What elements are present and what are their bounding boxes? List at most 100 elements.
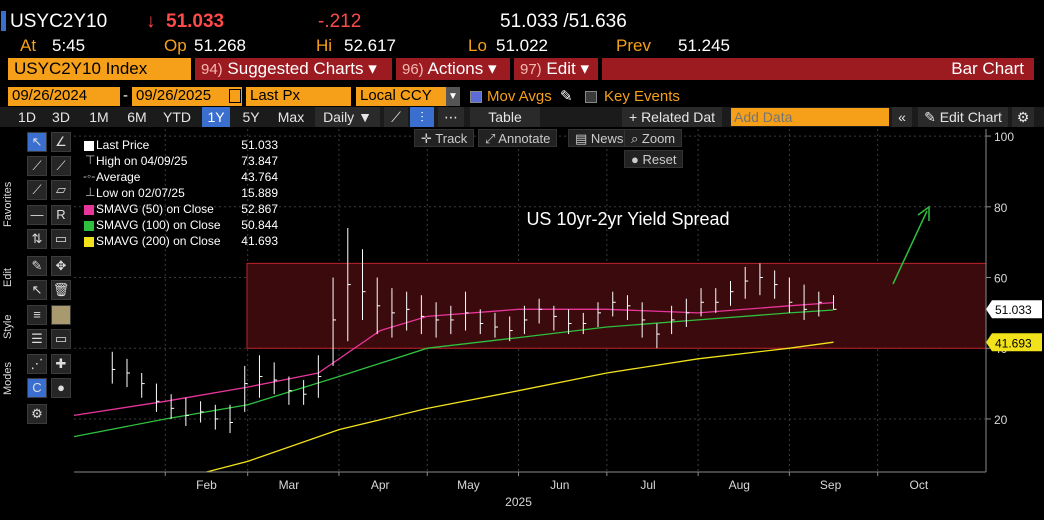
edit-tab[interactable]: Edit — [2, 268, 14, 288]
legend-sma200[interactable]: SMAVG (200) on Close 41.693 — [82, 234, 282, 250]
select-icon[interactable]: ↖ — [27, 280, 47, 300]
add-data-input[interactable] — [731, 108, 889, 126]
low-label: Lo — [468, 36, 487, 55]
range-ytd[interactable]: YTD — [163, 109, 191, 125]
sma100-line — [73, 309, 834, 438]
calendar-icon[interactable] — [229, 89, 241, 103]
retracement-icon[interactable]: R — [51, 205, 71, 225]
news-button[interactable]: ▤ News — [568, 129, 631, 147]
actions-button[interactable]: 96) Actions ▾ — [396, 58, 510, 80]
track-icon: ✛ — [421, 131, 436, 146]
track-button[interactable]: ✛ Track — [414, 129, 475, 147]
horizontal-line-icon[interactable]: — — [27, 205, 47, 225]
price-bar — [362, 249, 366, 320]
edit-chart-button[interactable]: ✎ Edit Chart — [918, 107, 1008, 127]
modes-tab[interactable]: Modes — [2, 361, 14, 395]
legend-value: 50.844 — [241, 218, 278, 232]
ray-icon[interactable]: ⟋ — [51, 156, 71, 176]
legend-last-price[interactable]: Last Price 51.033 — [82, 138, 282, 154]
line-weight-icon[interactable]: ☰ — [27, 329, 47, 349]
range-3d[interactable]: 3D — [52, 109, 70, 125]
related-data-button[interactable]: + Related Dat — [622, 107, 722, 127]
range-1m[interactable]: 1M — [89, 109, 109, 125]
bar-chart-icon[interactable]: ⫶ — [410, 107, 434, 127]
fill-icon[interactable]: ▭ — [51, 329, 71, 349]
key-events-checkbox[interactable] — [585, 91, 597, 103]
reset-button[interactable]: ● Reset — [624, 150, 684, 168]
draw-icon[interactable]: ∠ — [51, 132, 71, 152]
suggested-charts-button[interactable]: 94) Suggested Charts ▾ — [195, 58, 392, 80]
ticker: USYC2Y10 — [10, 11, 108, 32]
frequency-select[interactable]: Daily ▼ — [315, 107, 380, 127]
rectangle-icon[interactable]: ▭ — [51, 229, 71, 249]
currency-select[interactable]: Local CCY — [356, 87, 454, 106]
bid-ask: 51.033 /51.636 — [500, 11, 627, 32]
mov-avgs-checkbox[interactable] — [470, 91, 482, 103]
brush-icon[interactable]: ✎ — [27, 256, 47, 276]
tools-settings-icon[interactable]: ⚙ — [27, 404, 47, 424]
price-bar — [406, 291, 410, 331]
annotate-button[interactable]: ⤢ Annotate — [478, 129, 558, 147]
legend-value: 43.764 — [241, 170, 278, 184]
collapse-icon[interactable]: « — [892, 107, 912, 127]
trendline-icon[interactable]: ⟋ — [27, 156, 47, 176]
settings-gear-icon[interactable]: ⚙ — [1012, 107, 1034, 127]
favorites-tab[interactable]: Favorites — [2, 181, 14, 227]
legend-value: 15.889 — [241, 186, 278, 200]
range-5y[interactable]: 5Y — [242, 109, 260, 125]
x-tick-label: Jul — [640, 478, 655, 492]
dash-mode-icon[interactable]: ⋰ — [27, 354, 47, 374]
snap-icon[interactable]: ✚ — [51, 354, 71, 374]
move-icon[interactable]: ✥ — [51, 256, 71, 276]
range-1d[interactable]: 1D — [18, 109, 36, 125]
high-value: 52.617 — [344, 36, 396, 55]
news-label: News — [590, 131, 624, 146]
legend-sma100[interactable]: SMAVG (100) on Close 50.844 — [82, 218, 282, 234]
field-select[interactable]: Last Px — [246, 87, 351, 106]
price-bar — [288, 376, 292, 405]
price-bar — [332, 277, 337, 366]
palette-icon[interactable]: ● — [51, 378, 71, 398]
table-button[interactable]: Table — [470, 107, 540, 127]
down-arrow-icon: ↓ — [146, 11, 156, 32]
fib-icon[interactable]: ⇅ — [27, 229, 47, 249]
zoom-button[interactable]: ⌕ Zoom — [624, 129, 683, 147]
edit-chart-pencil-icon: ✎ — [924, 109, 940, 125]
price-bar — [553, 305, 557, 331]
at-time: 5:45 — [52, 36, 86, 55]
price-bar — [435, 302, 440, 338]
magnet-icon[interactable]: C — [27, 378, 47, 398]
price-bar — [214, 404, 219, 430]
line-chart-icon[interactable]: ⟋ — [384, 107, 408, 127]
start-date-input[interactable]: 09/26/2024 — [8, 87, 120, 106]
currency-dropdown-icon[interactable]: ▼ — [446, 87, 460, 106]
trash-icon[interactable]: 🗑 — [51, 280, 71, 300]
range-1y[interactable]: 1Y — [202, 107, 230, 127]
security-field[interactable]: USYC2Y10 Index — [8, 58, 191, 80]
range-6m[interactable]: 6M — [127, 109, 147, 125]
legend-sma50[interactable]: SMAVG (50) on Close 52.867 — [82, 202, 282, 218]
legend-value: 52.867 — [241, 202, 278, 216]
average-marker-icon: -◦- — [83, 169, 96, 183]
line-style-icon[interactable]: ≡ — [27, 305, 47, 325]
channel-icon[interactable]: ▱ — [51, 180, 71, 200]
mov-avgs-label: Mov Avgs — [487, 88, 552, 105]
pencil-icon[interactable]: ✎ — [560, 88, 573, 105]
price-bar — [229, 404, 234, 434]
price-bar — [774, 270, 778, 299]
cursor-icon[interactable]: ↖ — [27, 132, 47, 152]
legend-swatch — [84, 237, 94, 247]
style-tab[interactable]: Style — [2, 314, 14, 340]
chart-area[interactable]: 20406080100 FebMarAprMayJunJulAugSepOct2… — [0, 127, 1044, 520]
quote-row: USYC2Y10 ↓ 51.033 -.212 51.033 /51.636 — [0, 6, 1044, 36]
segment-icon[interactable]: ⟋ — [27, 180, 47, 200]
date-range-bar: 09/26/2024 - 09/26/2025 Last Px Local CC… — [0, 87, 1044, 107]
range-box — [246, 262, 987, 349]
range-max[interactable]: Max — [277, 109, 305, 125]
color-swatch-icon[interactable] — [51, 305, 71, 325]
x-tick-label: May — [457, 478, 480, 492]
edit-button[interactable]: 97) Edit ▾ — [514, 58, 598, 80]
chart-style-icon[interactable]: ⋯ — [438, 107, 464, 127]
high-marker-icon: ⊤ — [85, 153, 96, 167]
end-date-input[interactable]: 09/26/2025 — [132, 87, 242, 106]
